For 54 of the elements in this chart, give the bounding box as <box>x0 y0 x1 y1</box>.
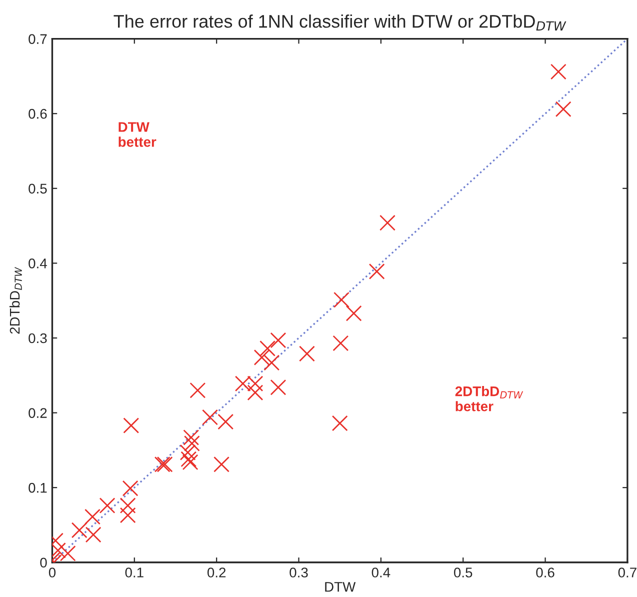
point <box>298 346 315 362</box>
point <box>120 507 136 524</box>
x-tick-label: 0.1 <box>125 568 144 578</box>
x-tick-label: 0.5 <box>454 568 472 578</box>
point <box>123 418 140 434</box>
y-tick-label: 0.3 <box>28 333 47 344</box>
annotation: 2DTbD$_{DTW}$ better <box>455 386 524 412</box>
x-tick-label: 0.3 <box>290 568 308 578</box>
point <box>247 384 264 401</box>
point <box>84 508 100 525</box>
point <box>184 435 200 452</box>
x-tick-label: 0.4 <box>372 568 390 578</box>
point <box>260 340 276 356</box>
point <box>270 379 286 396</box>
point <box>218 414 234 430</box>
point <box>254 349 270 366</box>
y-tick-label: 0.6 <box>28 108 47 119</box>
point <box>180 451 197 468</box>
x-tick-label: 0 <box>48 568 56 578</box>
point <box>180 444 196 460</box>
point <box>334 292 350 308</box>
y-tick-label: 0.2 <box>28 408 47 418</box>
point <box>120 498 136 514</box>
point <box>60 545 76 562</box>
y-tick-label: 0.5 <box>28 184 47 194</box>
x-axis-title: DTW <box>325 582 356 592</box>
point <box>122 480 138 496</box>
point <box>182 454 198 470</box>
point <box>85 526 102 543</box>
annotation: DTW better <box>118 122 156 147</box>
point <box>183 429 200 446</box>
point <box>332 415 348 432</box>
point <box>555 101 572 118</box>
x-tick-label: 0.2 <box>207 568 226 578</box>
point <box>368 263 385 280</box>
point <box>190 382 206 398</box>
point <box>214 456 230 472</box>
point <box>550 64 566 80</box>
y-tick-label: 0 <box>40 558 47 568</box>
point <box>332 335 349 352</box>
x-tick-label: 0.7 <box>618 568 636 578</box>
y-tick-label: 0.7 <box>28 34 47 44</box>
point <box>264 354 280 371</box>
y-axis-title: 2DTbD$_{DTW}$ <box>9 266 22 334</box>
x-tick-label: 0.6 <box>536 568 554 578</box>
point <box>380 214 396 231</box>
point <box>99 498 116 514</box>
point <box>346 305 362 322</box>
point <box>71 522 88 538</box>
point <box>270 332 286 348</box>
y-tick-label: 0.1 <box>28 482 47 493</box>
y-tick-label: 0.4 <box>28 258 47 268</box>
chart-title: The error rates of 1NN classifier with DTW or 2DTbD$_{DTW}$ <box>114 14 566 31</box>
point <box>202 409 218 426</box>
